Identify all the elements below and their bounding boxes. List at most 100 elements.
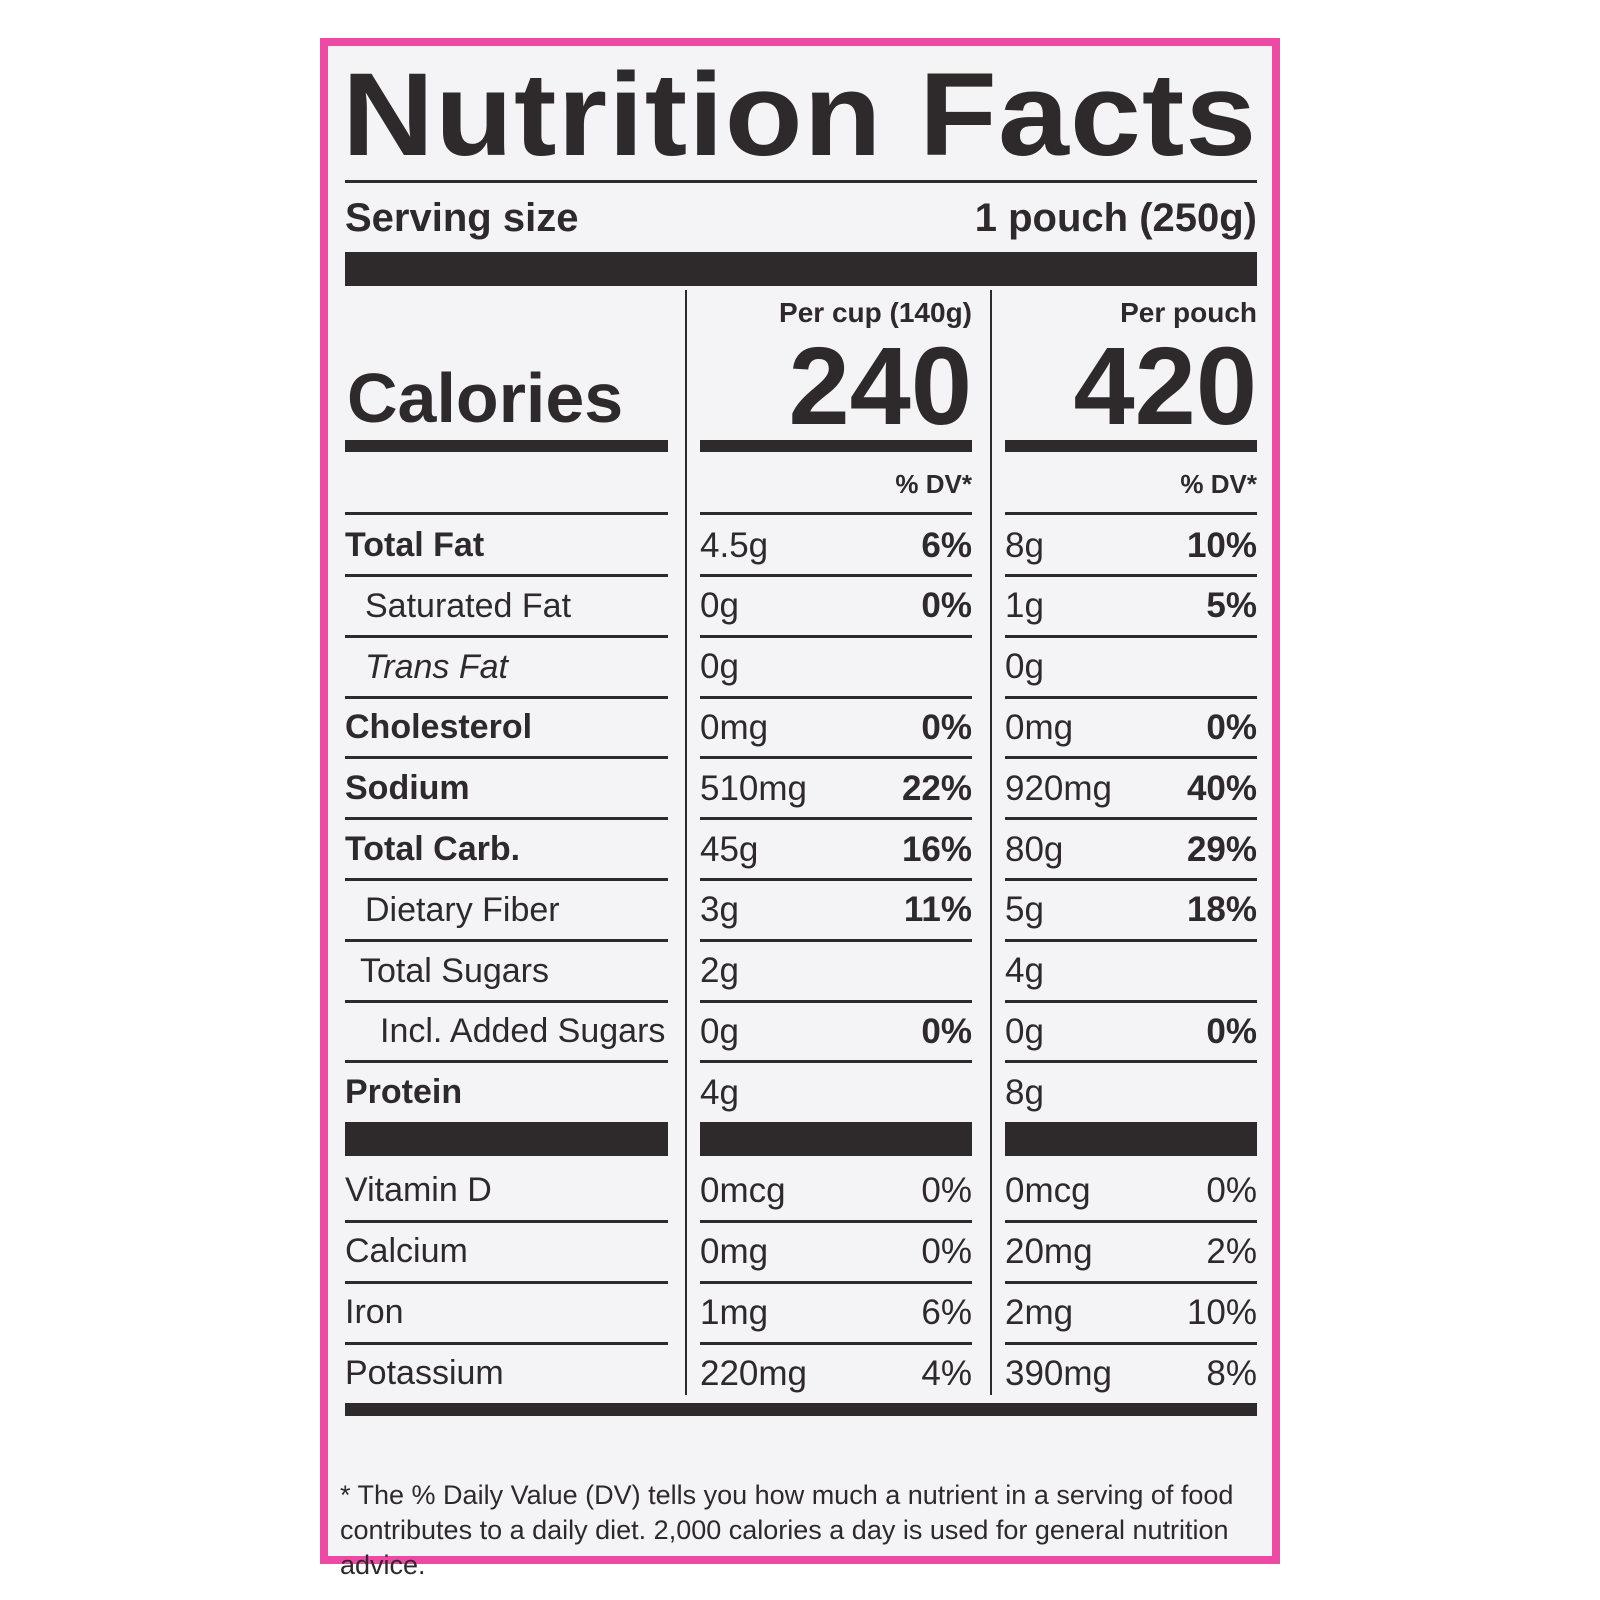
- nutrient-name: Saturated Fat: [365, 586, 572, 625]
- daily-value: 11%: [903, 890, 972, 930]
- rule: [1005, 1060, 1257, 1064]
- nutrient-name: Incl. Added Sugars: [380, 1012, 666, 1051]
- daily-value: 8%: [1206, 1353, 1257, 1393]
- divider: [685, 290, 687, 1395]
- amount: 1g: [1005, 586, 1044, 626]
- serving-value: 1 pouch (250g): [974, 196, 1257, 240]
- daily-value: 4%: [921, 1353, 972, 1393]
- amount: 0g: [1005, 647, 1044, 687]
- rule: [345, 817, 668, 821]
- rule: [700, 634, 972, 638]
- rule: [700, 999, 972, 1003]
- dv-header: % DV*: [895, 469, 972, 499]
- amount: 0mg: [700, 1231, 769, 1271]
- rule: [700, 1342, 972, 1345]
- amount: 2mg: [1005, 1292, 1074, 1332]
- column-header: Per pouch: [1120, 297, 1257, 328]
- divider: [990, 290, 992, 1395]
- rule: [345, 1403, 1257, 1416]
- rule: [345, 574, 668, 577]
- rule: [345, 878, 668, 881]
- rule: [700, 440, 972, 452]
- rule: [700, 512, 972, 515]
- amount: 45g: [700, 829, 759, 869]
- amount: 0g: [700, 647, 739, 687]
- nutrient-name: Vitamin D: [345, 1171, 492, 1209]
- calories-label: Calories: [347, 359, 624, 437]
- amount: 20mg: [1005, 1231, 1093, 1271]
- rule: [345, 1122, 668, 1156]
- calories-value: 240: [788, 325, 972, 448]
- nutrient-name: Total Sugars: [360, 951, 549, 990]
- column-header: Per cup (140g): [779, 297, 972, 328]
- amount: 0mcg: [700, 1170, 786, 1210]
- rule: [700, 817, 972, 821]
- amount: 920mg: [1005, 768, 1113, 808]
- rule: [1005, 695, 1257, 699]
- nutrient-name: Total Fat: [345, 526, 485, 564]
- rule: [1005, 512, 1257, 515]
- daily-value: 2%: [1206, 1231, 1257, 1271]
- nutrient-name: Total Carb.: [345, 830, 521, 868]
- daily-value: 29%: [1186, 829, 1257, 869]
- daily-value: 0%: [921, 1011, 972, 1051]
- calories-value: 420: [1073, 325, 1257, 448]
- rule: [1005, 817, 1257, 821]
- nutrient-name: Dietary Fiber: [365, 890, 560, 929]
- nutrient-name: Trans Fat: [365, 647, 508, 686]
- rule: [700, 756, 972, 760]
- footnote: * The % Daily Value (DV) tells you how m…: [340, 1480, 1234, 1580]
- rule: [1005, 999, 1257, 1003]
- rule: [1005, 756, 1257, 760]
- amount: 220mg: [700, 1353, 808, 1393]
- rule: [345, 695, 668, 699]
- rule: [1005, 938, 1257, 942]
- rule: [345, 999, 668, 1003]
- amount: 5g: [1005, 890, 1044, 930]
- amount: 0g: [1005, 1011, 1044, 1051]
- rule: [700, 574, 972, 577]
- rule: [700, 1281, 972, 1284]
- rule: [1005, 574, 1257, 577]
- daily-value: 0%: [1206, 707, 1257, 747]
- dv-header: % DV*: [1180, 469, 1257, 499]
- nutrient-name: Potassium: [345, 1354, 504, 1392]
- rule: [345, 180, 1257, 183]
- rule: [700, 1220, 972, 1223]
- rule: [345, 634, 668, 638]
- daily-value: 6%: [921, 525, 972, 565]
- rule: [345, 1060, 668, 1064]
- amount: 8g: [1005, 525, 1044, 565]
- amount: 2g: [700, 951, 739, 991]
- amount: 0g: [700, 1011, 739, 1051]
- nutrition-label: Nutrition Facts Serving size 1 pouch (250g…: [320, 38, 1280, 1580]
- daily-value: 0%: [921, 586, 972, 626]
- amount: 80g: [1005, 829, 1064, 869]
- amount: 4g: [1005, 951, 1044, 991]
- nutrient-name: Protein: [345, 1073, 463, 1112]
- rule: [1005, 1342, 1257, 1345]
- rule: [1005, 878, 1257, 881]
- rule: [1005, 1220, 1257, 1223]
- amount: 3g: [700, 890, 739, 930]
- daily-value: 18%: [1186, 890, 1257, 930]
- amount: 0mcg: [1005, 1170, 1091, 1210]
- daily-value: 16%: [901, 829, 972, 869]
- amount: 4g: [700, 1072, 739, 1112]
- nutrient-name: Calcium: [345, 1232, 468, 1270]
- rule: [1005, 1281, 1257, 1284]
- amount: 0mg: [1005, 707, 1074, 747]
- daily-value: 0%: [921, 1170, 972, 1210]
- rule: [700, 1060, 972, 1064]
- rule: [345, 252, 1257, 286]
- nutrient-name: Iron: [345, 1293, 404, 1331]
- daily-value: 0%: [1206, 1011, 1257, 1051]
- daily-value: 6%: [921, 1292, 972, 1332]
- rule: [1005, 440, 1257, 452]
- daily-value: 10%: [1186, 525, 1257, 565]
- daily-value: 22%: [901, 768, 972, 808]
- daily-value: 0%: [1206, 1170, 1257, 1210]
- amount: 8g: [1005, 1072, 1044, 1112]
- rule: [1005, 634, 1257, 638]
